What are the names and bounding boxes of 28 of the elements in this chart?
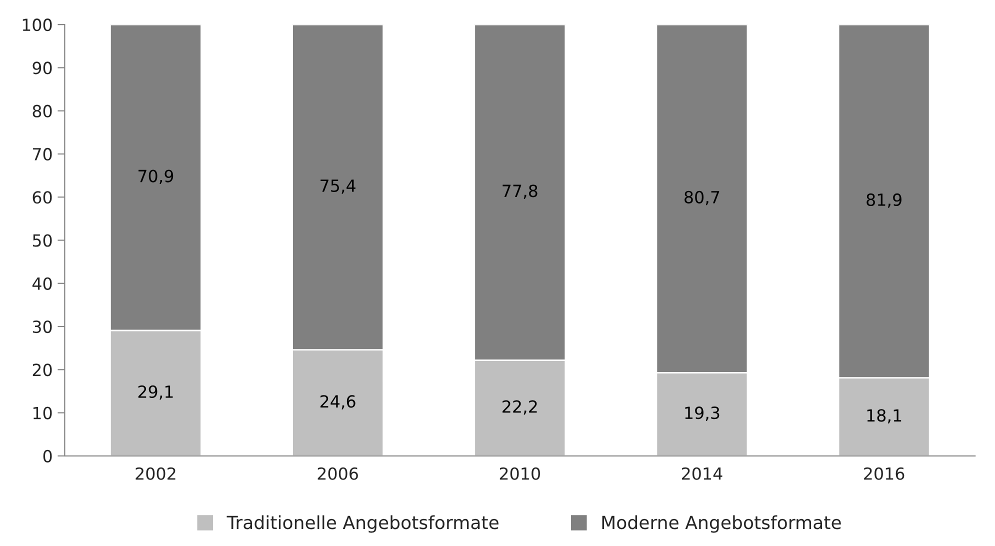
y-tick-label: 90 [32,62,52,74]
y-tick-label: 10 [33,406,52,420]
data-label: 77,8 [502,184,538,199]
x-tick-label: 2016 [864,467,904,480]
y-tick-label: 20 [32,364,52,376]
data-label: 81,9 [866,193,902,208]
y-tick-label: 30 [32,320,52,334]
x-tick-label: 2014 [682,467,722,480]
data-label: 75,4 [320,180,356,194]
data-label: 22,2 [502,400,537,415]
data-label: 80,7 [684,190,720,206]
data-label: 70,9 [138,170,174,184]
data-label: 29,1 [138,385,173,400]
y-tick-label: 60 [32,191,52,204]
y-tick-label: 100 [22,18,52,32]
x-tick-label: 2006 [318,467,358,480]
data-label: 24,6 [320,395,356,410]
y-tick-label: 50 [32,234,52,247]
y-tick-label: 80 [32,104,52,118]
x-tick-label: 2002 [136,467,176,480]
data-label: 19,3 [685,406,720,421]
y-tick-label: 70 [33,148,52,161]
y-tick-label: 0 [43,450,52,462]
y-tick-label: 40 [32,277,52,290]
legend-label: Traditionelle Angebotsformate [226,515,498,533]
data-label: 18,1 [867,409,902,424]
legend-label: Moderne Angebotsformate [602,515,841,533]
x-tick-label: 2010 [500,467,540,480]
